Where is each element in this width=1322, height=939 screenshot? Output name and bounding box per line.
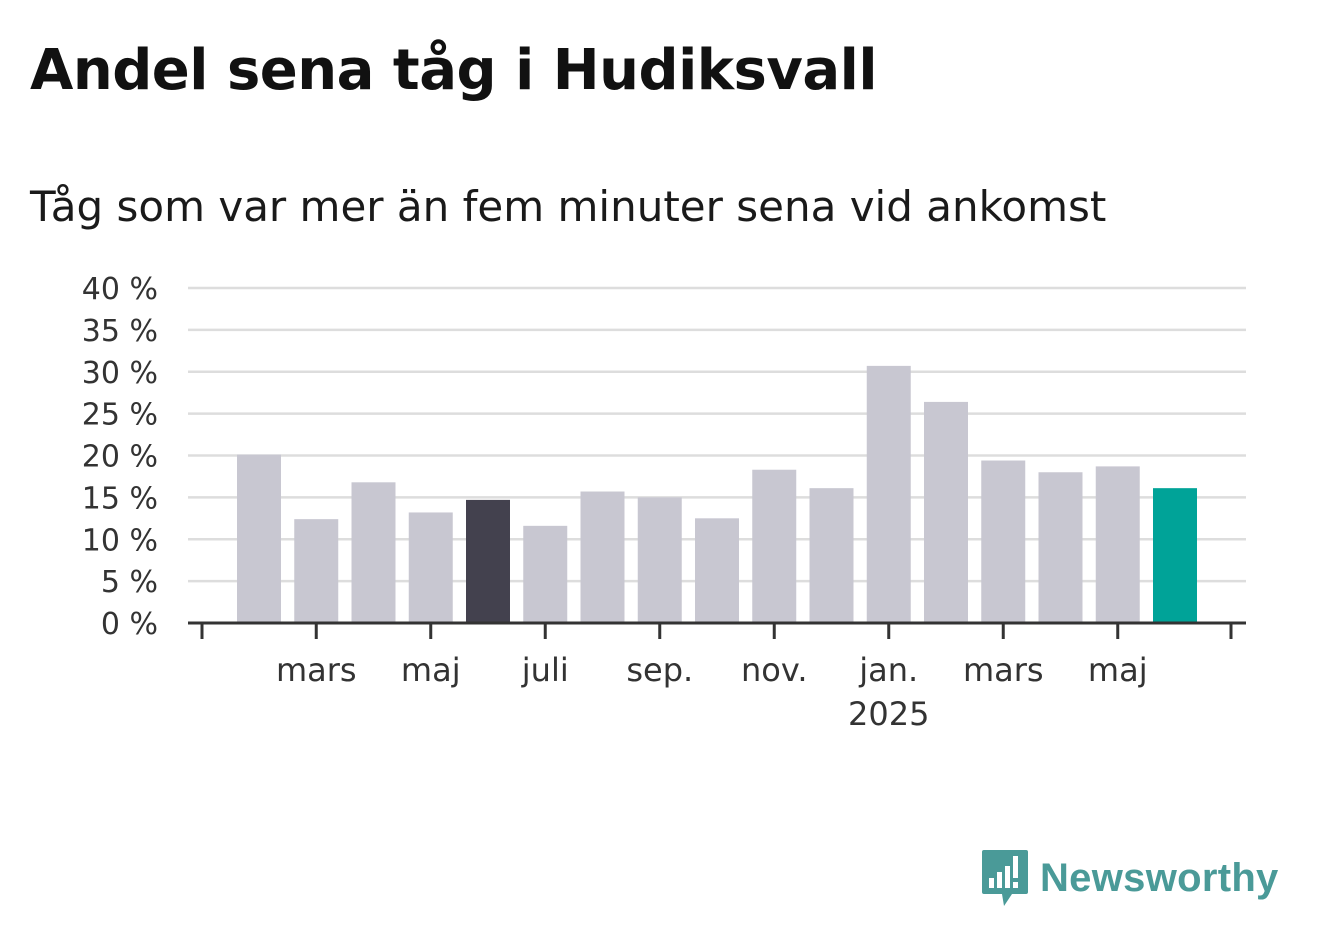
x-tick-sublabel: 2025 xyxy=(848,695,929,733)
chart-title: Andel sena tåg i Hudiksvall xyxy=(30,38,878,103)
y-tick-label: 25 % xyxy=(82,398,158,433)
chart-subtitle: Tåg som var mer än fem minuter sena vid … xyxy=(30,182,1107,231)
bar-2024-04[interactable] xyxy=(351,482,396,623)
y-axis-tick-labels: 0 % 5 % 10 % 15 % 20 % 25 % 30 % 35 % 40 % xyxy=(82,272,158,642)
bar-2024-03[interactable] xyxy=(294,519,339,623)
x-axis-tick-labels: mars maj juli sep. nov. jan. 2025 mars maj xyxy=(276,651,1148,733)
bar-2024-12[interactable] xyxy=(809,488,854,623)
newsworthy-logo-icon xyxy=(982,850,1028,906)
bar-2025-03[interactable] xyxy=(981,460,1026,623)
bar-2025-06[interactable] xyxy=(1153,488,1197,623)
x-tick-label: juli xyxy=(521,651,569,689)
y-tick-label: 0 % xyxy=(101,607,158,642)
bar-2025-04[interactable] xyxy=(1038,472,1083,623)
bar-chart: 0 %5 %10 %15 %20 %25 %30 %35 %40 % mars m… xyxy=(82,272,1246,733)
y-tick-label: 40 % xyxy=(82,272,158,307)
bar-2025-02[interactable] xyxy=(924,401,968,623)
x-tick-label: maj xyxy=(401,651,461,689)
x-tick-label: nov. xyxy=(741,651,807,689)
y-tick-label: 35 % xyxy=(82,314,158,349)
bar-2024-02[interactable] xyxy=(237,454,281,623)
y-tick-label: 15 % xyxy=(82,481,158,516)
y-tick-label: 10 % xyxy=(82,523,158,558)
bar-2024-11[interactable] xyxy=(752,469,797,623)
bar-2024-09[interactable] xyxy=(637,497,682,623)
bar-2025-01[interactable] xyxy=(866,365,911,623)
x-tick-label: jan. xyxy=(858,651,918,689)
y-tick-label: 5 % xyxy=(101,565,158,600)
bar-2024-07[interactable] xyxy=(523,525,568,623)
bar-2024-08[interactable] xyxy=(580,491,625,623)
newsworthy-logo[interactable]: Newsworthy xyxy=(980,848,1279,908)
brand-name: Newsworthy xyxy=(1040,855,1279,900)
y-tick-label: 20 % xyxy=(82,440,158,475)
bar-2025-05[interactable] xyxy=(1095,466,1140,623)
x-tick-label: mars xyxy=(963,651,1044,689)
bar-2024-06[interactable] xyxy=(466,499,510,623)
x-tick-label: sep. xyxy=(626,651,693,689)
x-tick-label: mars xyxy=(276,651,357,689)
bar-2024-10[interactable] xyxy=(695,518,739,623)
bars xyxy=(237,365,1197,623)
x-axis xyxy=(188,621,1246,639)
y-tick-label: 30 % xyxy=(82,356,158,391)
x-tick-label: maj xyxy=(1088,651,1148,689)
bar-2024-05[interactable] xyxy=(408,512,453,623)
